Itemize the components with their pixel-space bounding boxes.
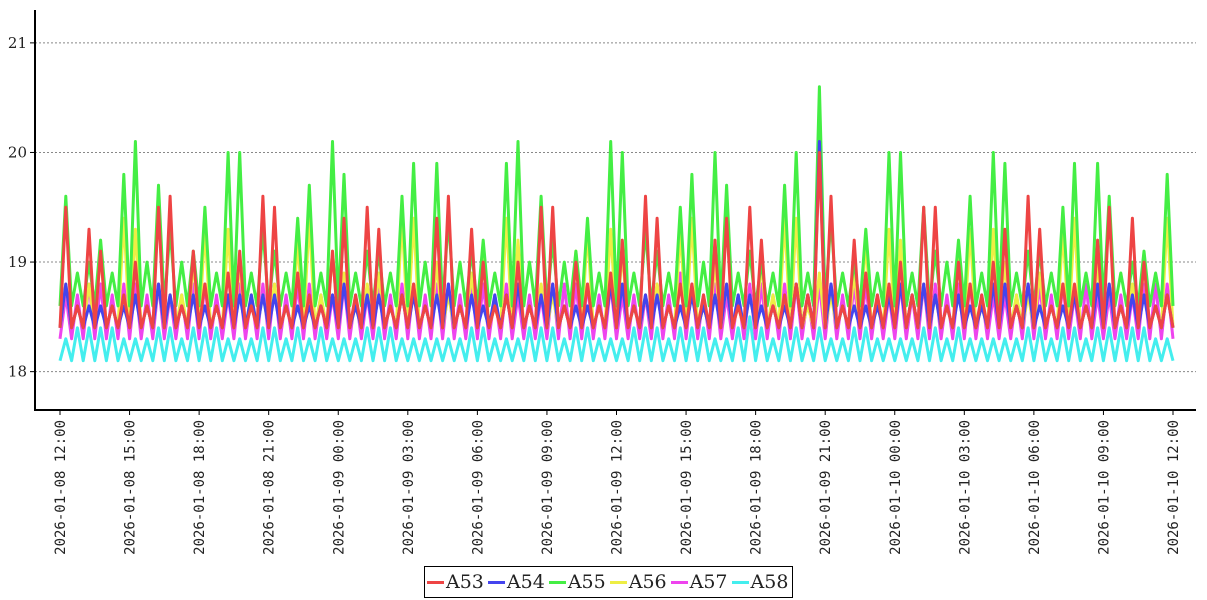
x-tick-label: 2026-01-10 12:00 [1166, 420, 1182, 555]
x-tick-label: 2026-01-08 21:00 [262, 420, 278, 555]
legend-label: A54 [506, 571, 545, 593]
legend-swatch [487, 580, 505, 584]
x-tick-label: 2026-01-08 18:00 [192, 420, 208, 555]
y-tick-label: 20 [8, 143, 27, 161]
y-tick-labels: 18 19 20 21 [8, 34, 35, 381]
legend-swatch [731, 580, 749, 584]
legend-item-a53: A53 [427, 571, 484, 593]
axes [34, 10, 1196, 411]
legend-label: A55 [567, 571, 606, 593]
x-tick-label: 2026-01-10 03:00 [957, 420, 973, 555]
series-group [58, 85, 1175, 363]
x-tick-label: 2026-01-08 12:00 [53, 420, 69, 555]
legend-item-a57: A57 [670, 571, 728, 593]
legend-swatch [609, 580, 627, 584]
x-tick-label: 2026-01-09 21:00 [818, 420, 834, 555]
legend-label: A53 [446, 571, 484, 593]
legend-label: A58 [750, 571, 789, 593]
legend-item-a58: A58 [731, 571, 789, 593]
y-tick-label: 18 [8, 363, 27, 381]
y-tick-label: 19 [8, 253, 27, 271]
x-tick-labels: 2026-01-08 12:00 2026-01-08 15:00 2026-01-… [53, 410, 1182, 555]
legend-item-a55: A55 [548, 571, 606, 593]
legend-label: A56 [628, 571, 667, 593]
x-tick-label: 2026-01-10 06:00 [1027, 420, 1043, 555]
series-line-a58 [58, 315, 1175, 363]
legend-swatch [670, 580, 688, 584]
x-tick-label: 2026-01-09 15:00 [679, 420, 695, 555]
x-tick-label: 2026-01-09 00:00 [331, 420, 347, 555]
y-tick-label: 21 [8, 34, 27, 52]
legend-item-a56: A56 [609, 571, 667, 593]
legend-label: A57 [689, 571, 728, 593]
x-tick-label: 2026-01-09 18:00 [749, 420, 765, 555]
x-tick-label: 2026-01-10 00:00 [888, 420, 904, 555]
x-tick-label: 2026-01-10 09:00 [1096, 420, 1112, 555]
x-tick-label: 2026-01-09 03:00 [401, 420, 417, 555]
x-tick-label: 2026-01-09 06:00 [470, 420, 486, 555]
series-line-a53 [58, 151, 1175, 330]
legend-swatch [548, 580, 566, 584]
legend-swatch [427, 580, 444, 584]
legend: A53 A54 A55 A56 A57 A58 [424, 566, 794, 598]
series-line-a57 [58, 271, 1175, 341]
x-tick-label: 2026-01-08 15:00 [123, 420, 139, 555]
x-tick-label: 2026-01-09 09:00 [540, 420, 556, 555]
legend-item-a54: A54 [487, 571, 545, 593]
x-tick-label: 2026-01-09 12:00 [610, 420, 626, 555]
